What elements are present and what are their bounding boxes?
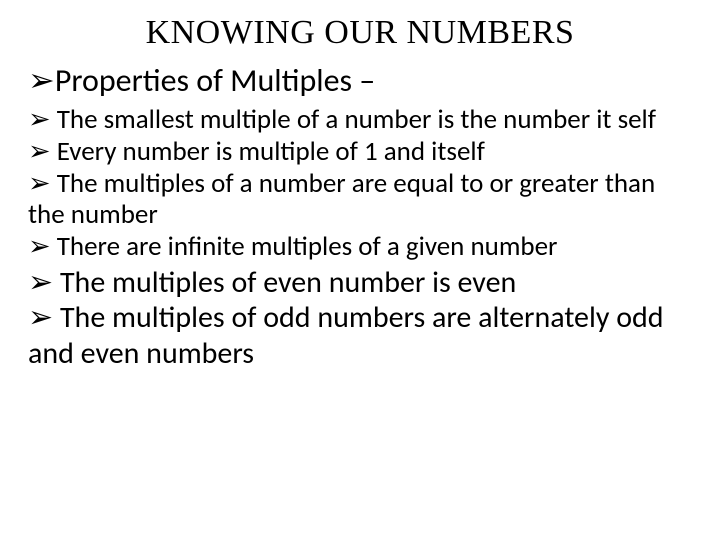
slide-container: KNOWING OUR NUMBERS ➢Properties of Multi… xyxy=(0,0,720,540)
list-item: The multiples of even number is even xyxy=(60,264,516,301)
list-item: The smallest multiple of a number is the… xyxy=(57,103,656,136)
chevron-right-icon: ➢ xyxy=(28,231,51,261)
chevron-right-icon: ➢ xyxy=(28,301,53,334)
list-item: Every number is multiple of 1 and itself xyxy=(57,135,485,168)
chevron-right-icon: ➢ xyxy=(28,168,51,198)
chevron-right-icon: ➢ xyxy=(28,104,51,134)
chevron-right-icon: ➢ xyxy=(28,62,55,98)
list-item: There are infinite multiples of a given … xyxy=(57,230,558,263)
subtitle-text: Properties of Multiples – xyxy=(55,61,375,100)
list-item: The multiples of odd numbers are alterna… xyxy=(28,299,664,371)
chevron-right-icon: ➢ xyxy=(28,266,53,299)
list-item: The multiples of a number are equal to o… xyxy=(28,167,655,232)
properties-list-large: ➢ The multiples of even number is even ➢… xyxy=(28,265,692,371)
properties-list-small: ➢ The smallest multiple of a number is t… xyxy=(28,104,692,263)
subtitle-line: ➢Properties of Multiples – xyxy=(28,62,692,100)
page-title: KNOWING OUR NUMBERS xyxy=(28,14,692,52)
chevron-right-icon: ➢ xyxy=(28,136,51,166)
